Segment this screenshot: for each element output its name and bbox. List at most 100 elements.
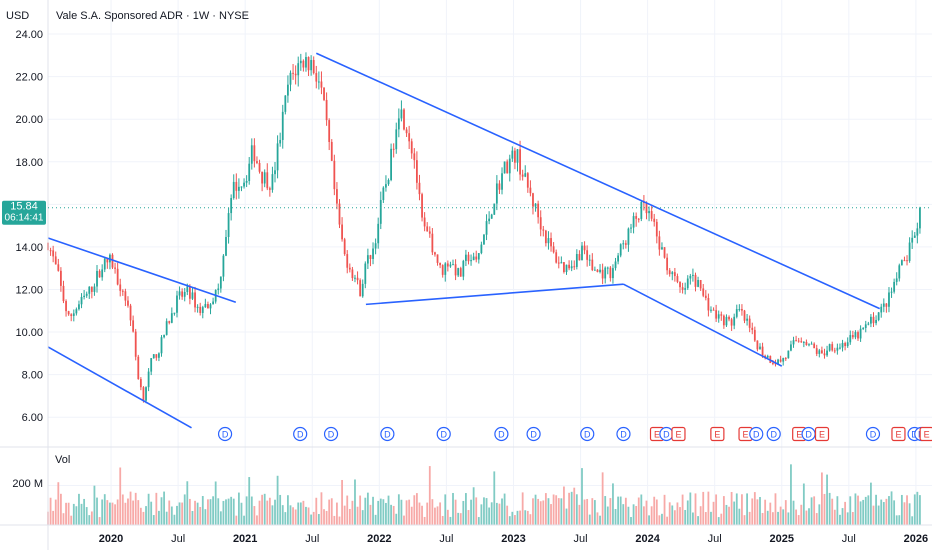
trendlines[interactable] (47, 52, 881, 429)
volume-bar (431, 499, 434, 525)
candle-body (263, 172, 266, 184)
dividend-badge[interactable]: D (380, 426, 395, 442)
dividend-badge[interactable]: D (580, 426, 595, 442)
dividend-badge[interactable]: D (217, 426, 233, 442)
candle-body (168, 321, 171, 323)
candle-body (70, 314, 73, 316)
volume-bar (176, 505, 178, 525)
earnings-badge[interactable]: E (891, 426, 906, 442)
dividend-badge[interactable]: D (659, 426, 674, 442)
earnings-badge[interactable]: E (710, 426, 725, 442)
volume-bar (537, 498, 540, 525)
candle-body (671, 272, 674, 275)
candle-body (207, 304, 209, 309)
volume-bar (630, 517, 632, 525)
candle-body (514, 150, 516, 163)
candle-body (501, 173, 503, 190)
volume-bar (885, 498, 888, 525)
earnings-badge[interactable]: E (671, 426, 686, 442)
dividend-badge[interactable]: D (766, 426, 781, 442)
candle-body (668, 270, 671, 275)
candle-body (681, 287, 684, 290)
volume-bar (245, 496, 248, 525)
candle-body (557, 262, 560, 264)
candle-body (62, 285, 65, 302)
trendline[interactable] (623, 283, 783, 367)
earnings-badge[interactable]: E (738, 426, 753, 442)
dividend-badge[interactable]: D (526, 426, 541, 442)
dividend-badge[interactable]: D (616, 426, 631, 442)
candle-body (859, 328, 862, 339)
volume-bar (83, 498, 86, 525)
dividend-badge[interactable]: D (293, 426, 308, 442)
dividend-badge[interactable]: D (749, 426, 764, 442)
candle-body (93, 286, 96, 292)
candle-body (913, 235, 916, 238)
volume-bar (54, 499, 57, 525)
candle-body (619, 244, 622, 256)
dividend-badge[interactable]: D (436, 426, 451, 442)
volume-bar (116, 499, 119, 525)
trendline[interactable] (47, 237, 237, 304)
trendline[interactable] (47, 346, 192, 429)
candle-body (310, 60, 313, 71)
earnings-badge[interactable]: E (814, 426, 830, 442)
event-badge-letter: D (498, 430, 505, 440)
volume-bar (98, 517, 101, 525)
volume-bar (88, 515, 91, 525)
volume-bar (281, 505, 284, 525)
trendline[interactable] (315, 52, 881, 310)
dividend-badge[interactable]: D (865, 426, 881, 442)
currency-label: USD (6, 10, 29, 22)
volume-bar (828, 492, 831, 525)
time-tick-label: Jul (842, 533, 856, 545)
candle-body (212, 301, 214, 305)
candle-body (581, 245, 583, 261)
volume-bar (248, 477, 251, 525)
candle-body (792, 340, 795, 345)
event-badge-letter: E (743, 430, 749, 440)
time-scale[interactable]: 2020 Jul 2021 Jul 2022 Jul 2023 Jul 2024 Jul 2025 J… (99, 533, 928, 545)
volume-bar (413, 495, 416, 525)
volume-bar (268, 497, 271, 525)
volume-bar (150, 501, 153, 525)
candle-body (911, 237, 914, 243)
candle-body (766, 355, 769, 358)
volume-bar (279, 494, 282, 525)
price-scale[interactable]: 24.0022.0020.0018.0016.0014.0012.0010.00… (15, 29, 43, 424)
candle-body (673, 272, 676, 277)
candle-body (900, 260, 903, 266)
volume-bar (898, 515, 901, 525)
dividend-badge[interactable]: D (323, 426, 339, 442)
volume-bar (80, 503, 83, 525)
volume-bar (114, 504, 116, 525)
event-badge-letter: D (770, 430, 777, 440)
volume-bar (163, 491, 165, 525)
candle-body (127, 300, 129, 306)
candle-body (137, 356, 140, 380)
volume-bar (632, 504, 635, 525)
volume-bar (563, 486, 565, 525)
dividend-badge[interactable]: D (801, 426, 816, 442)
volume-bar (111, 502, 114, 525)
candle-body (493, 203, 496, 215)
candle-body (408, 133, 411, 142)
volume-bar (673, 510, 676, 525)
trendline[interactable] (365, 283, 624, 306)
candle-body (235, 181, 238, 191)
event-badges[interactable]: DDDDDDDDDEDEEEDDEDEDEDDE (217, 426, 932, 442)
volume-bar (155, 492, 158, 525)
earnings-badge-shape (710, 426, 725, 442)
volume-bar (516, 510, 519, 525)
candle-body (828, 344, 831, 351)
candle-body (511, 150, 514, 159)
volume-bar (225, 499, 227, 525)
dividend-badge[interactable]: D (494, 426, 509, 442)
grid (48, 0, 932, 525)
volume-bar (581, 468, 583, 525)
earnings-badge[interactable]: E (919, 426, 932, 442)
candle-body (83, 295, 86, 297)
candle-body (490, 214, 493, 219)
candle-body (114, 267, 116, 269)
